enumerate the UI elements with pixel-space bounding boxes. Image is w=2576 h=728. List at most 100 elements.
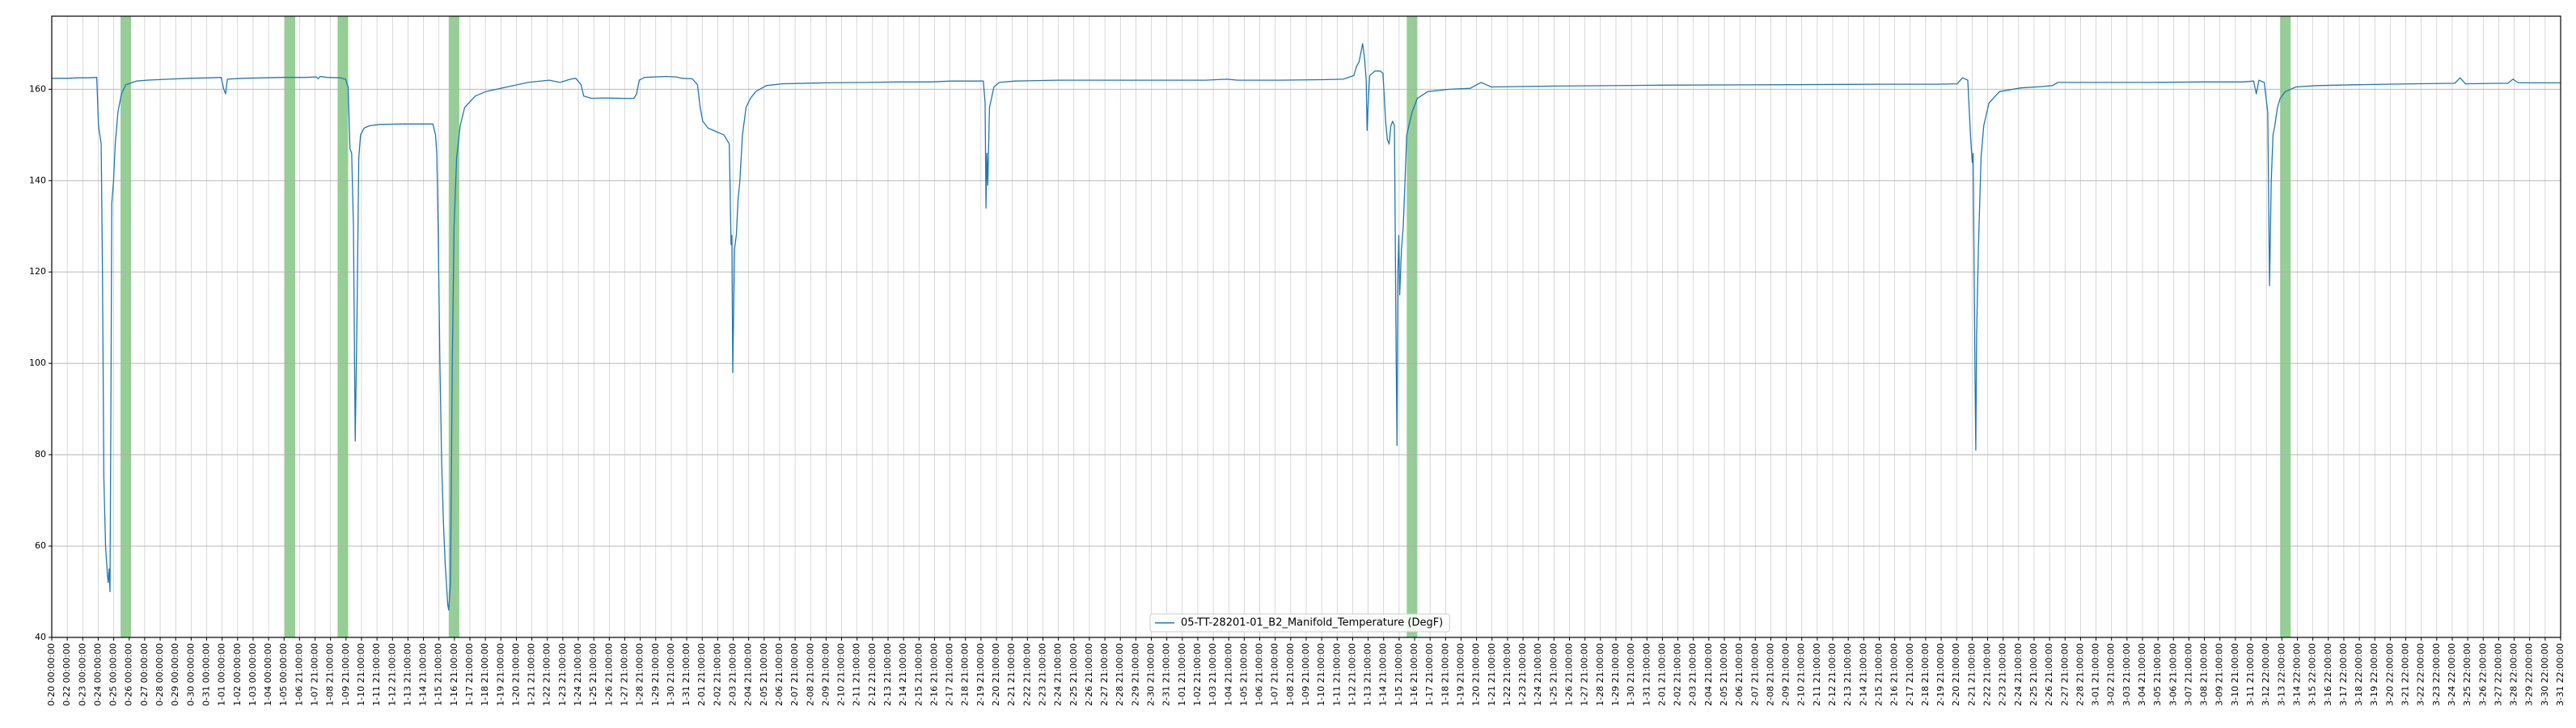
x-tick-label: 1-22 21:00:00 [542, 643, 552, 706]
x-tick-label: 1-08 21:00:00 [325, 643, 336, 706]
x-tick-label: 2-07 21:00:00 [789, 643, 800, 706]
x-tick-label: 3-24 22:00:00 [2447, 643, 2457, 706]
x-tick-label: 1-08 21:00:00 [1285, 643, 1296, 706]
x-tick-label: 2-22 21:00:00 [1022, 643, 1032, 706]
x-tick-label: 1-11 21:00:00 [1331, 643, 1342, 706]
x-tick-label: 0-20 00:00:00 [46, 643, 57, 706]
shaded-span [1406, 16, 1418, 637]
x-tick-label: 1-31 21:00:00 [1641, 643, 1652, 706]
x-tick-label: 1-01 00:00:00 [217, 643, 227, 706]
x-tick-label: 2-24 21:00:00 [1053, 643, 1064, 706]
x-tick-label: 3-21 22:00:00 [2400, 643, 2411, 706]
x-tick-label: 2-01 21:00:00 [696, 643, 707, 706]
x-tick-label: 1-17 21:00:00 [464, 643, 475, 706]
x-tick-label: 2-04 21:00:00 [1703, 643, 1714, 706]
x-tick-label: 1-20 21:00:00 [1471, 643, 1482, 706]
x-tick-label: 1-05 00:00:00 [278, 643, 289, 706]
x-tick-label: 3-15 22:00:00 [2307, 643, 2318, 706]
x-tick-label: 1-07 21:00:00 [1270, 643, 1280, 706]
x-tick-label: 1-09 21:00:00 [341, 643, 351, 706]
x-tick-label: 3-25 22:00:00 [2462, 643, 2472, 706]
x-tick-label: 0-30 00:00:00 [185, 643, 196, 706]
x-tick-label: 1-23 21:00:00 [557, 643, 568, 706]
x-tick-label: 3-28 22:00:00 [2509, 643, 2519, 706]
shaded-span [2280, 16, 2291, 637]
x-tick-label: 2-19 21:00:00 [975, 643, 986, 706]
x-tick-label: 2-27 21:00:00 [1099, 643, 1110, 706]
shaded-span [337, 16, 349, 637]
x-tick-label: 3-19 22:00:00 [2369, 643, 2379, 706]
x-tick-label: 3-27 22:00:00 [2493, 643, 2503, 706]
x-tick-label: 3-31 22:00:00 [2555, 643, 2565, 706]
x-tick-label: 1-24 21:00:00 [1533, 643, 1543, 706]
x-tick-label: 1-04 21:00:00 [1223, 643, 1233, 706]
x-tick-label: 2-13 21:00:00 [882, 643, 893, 706]
x-tick-label: 3-05 21:00:00 [2152, 643, 2163, 706]
x-tick-label: 1-28 21:00:00 [1595, 643, 1605, 706]
x-tick-label: 2-16 21:00:00 [928, 643, 939, 706]
x-tick-label: 2-31 21:00:00 [1161, 643, 1172, 706]
y-tick-label: 140 [29, 175, 46, 185]
x-tick-label: 1-25 21:00:00 [1548, 643, 1559, 706]
x-tick-label: 2-03 21:00:00 [728, 643, 738, 706]
x-tick-label: 2-08 21:00:00 [1765, 643, 1775, 706]
x-tick-label: 2-03 21:00:00 [1688, 643, 1698, 706]
x-tick-label: 2-13 21:00:00 [1842, 643, 1853, 706]
x-tick-label: 2-20 21:00:00 [1951, 643, 1961, 706]
grid-lines [51, 16, 2561, 638]
x-axis: 0-20 00:00:00 0-22 00:00:00 0-23 00:00:00 0… [46, 637, 2565, 706]
x-tick-label: 2-11 21:00:00 [852, 643, 862, 706]
x-tick-label: 1-03 21:00:00 [1208, 643, 1218, 706]
x-tick-label: 2-28 21:00:00 [1115, 643, 1125, 706]
x-tick-label: 3-02 21:00:00 [2106, 643, 2117, 706]
y-tick-label: 80 [35, 449, 46, 459]
x-tick-label: 2-23 21:00:00 [1998, 643, 2008, 706]
x-tick-label: 3-13 22:00:00 [2276, 643, 2286, 706]
x-tick-label: 3-20 22:00:00 [2384, 643, 2395, 706]
x-tick-label: 2-10 21:00:00 [836, 643, 847, 706]
x-tick-label: 3-07 21:00:00 [2183, 643, 2193, 706]
x-tick-label: 1-28 21:00:00 [635, 643, 645, 706]
x-tick-label: 2-04 21:00:00 [743, 643, 754, 706]
x-tick-label: 1-06 21:00:00 [1254, 643, 1265, 706]
x-tick-label: 1-24 21:00:00 [573, 643, 583, 706]
x-tick-label: 1-13 21:00:00 [402, 643, 412, 706]
x-tick-label: 1-18 21:00:00 [1440, 643, 1450, 706]
x-tick-label: 0-29 00:00:00 [170, 643, 180, 706]
legend-box [1149, 613, 1450, 633]
x-tick-label: 1-27 21:00:00 [1580, 643, 1590, 706]
x-tick-label: 1-27 21:00:00 [619, 643, 629, 706]
x-tick-label: 1-25 21:00:00 [588, 643, 599, 706]
x-tick-label: 1-15 21:00:00 [434, 643, 444, 706]
x-tick-label: 3-29 22:00:00 [2524, 643, 2535, 706]
y-tick-label: 120 [29, 266, 46, 277]
x-tick-label: 3-17 22:00:00 [2338, 643, 2349, 706]
x-tick-label: 3-01 21:00:00 [2091, 643, 2101, 706]
x-tick-label: 1-10 21:00:00 [1316, 643, 1326, 706]
x-tick-label: 2-05 21:00:00 [759, 643, 769, 706]
y-tick-label: 160 [29, 83, 46, 94]
x-tick-label: 1-15 21:00:00 [1394, 643, 1404, 706]
x-tick-label: 1-23 21:00:00 [1517, 643, 1528, 706]
x-tick-label: 2-07 21:00:00 [1749, 643, 1760, 706]
x-tick-label: 0-25 00:00:00 [108, 643, 119, 706]
x-tick-label: 2-05 21:00:00 [1719, 643, 1729, 706]
x-tick-label: 2-25 21:00:00 [2028, 643, 2039, 706]
x-tick-label: 1-13 21:00:00 [1363, 643, 1373, 706]
x-tick-label: 3-23 22:00:00 [2431, 643, 2442, 706]
x-tick-label: 2-09 21:00:00 [1781, 643, 1791, 706]
x-tick-label: 1-30 21:00:00 [666, 643, 676, 706]
x-tick-label: 2-27 21:00:00 [2059, 643, 2070, 706]
x-tick-label: 1-05 21:00:00 [1238, 643, 1249, 706]
x-tick-label: 2-14 21:00:00 [1858, 643, 1868, 706]
x-tick-label: 0-24 00:00:00 [92, 643, 103, 706]
x-tick-label: 2-14 21:00:00 [898, 643, 908, 706]
y-axis: 40 60 80 100 120 140 160 [29, 83, 52, 642]
y-tick-label: 40 [35, 632, 46, 642]
series-line [52, 43, 2561, 611]
x-tick-label: 2-16 21:00:00 [1889, 643, 1900, 706]
series-layer [52, 43, 2561, 611]
x-tick-label: 2-18 21:00:00 [1920, 643, 1931, 706]
x-tick-label: 2-30 21:00:00 [1146, 643, 1157, 706]
x-tick-label: 0-23 00:00:00 [77, 643, 87, 706]
